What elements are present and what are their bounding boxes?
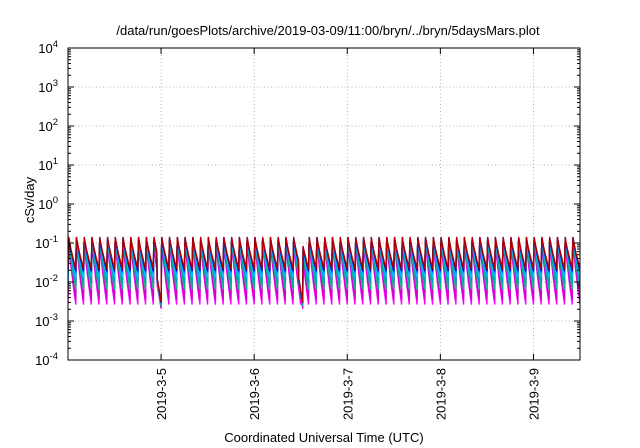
- y-axis: 10-4 10-3 10-2 10-1 100 101 102 103 104: [35, 39, 580, 368]
- series-line-5: [68, 237, 580, 305]
- y-tick-label: 10-3: [35, 312, 58, 329]
- x-axis-label: Coordinated Universal Time (UTC): [224, 430, 423, 445]
- x-tick-label: 2019-3-9: [526, 368, 541, 420]
- series-line-2: [68, 240, 580, 309]
- series-line-6: [68, 237, 580, 304]
- y-tick-label: 104: [38, 39, 58, 56]
- series-line-3: [68, 239, 580, 307]
- series-line-1: [68, 241, 580, 309]
- y-tick-label: 10-2: [35, 273, 58, 290]
- series-line-4: [68, 238, 580, 306]
- series-group: [68, 236, 580, 309]
- x-tick-label: 2019-3-5: [154, 368, 169, 420]
- x-tick-label: 2019-3-6: [247, 368, 262, 420]
- y-tick-label: 102: [38, 117, 58, 134]
- y-tick-label: 103: [38, 78, 58, 95]
- y-axis-label: cSv/day: [22, 176, 37, 223]
- x-axis: 2019-3-5 2019-3-6 2019-3-7 2019-3-8 2019-3-9: [154, 48, 541, 420]
- y-tick-label: 100: [38, 195, 58, 212]
- y-tick-label: 10-4: [35, 351, 58, 368]
- series-line-8: [68, 236, 580, 303]
- y-tick-label: 101: [38, 156, 58, 173]
- x-tick-label: 2019-3-7: [340, 368, 355, 420]
- series-line-7: [68, 236, 580, 304]
- x-tick-label: 2019-3-8: [433, 368, 448, 420]
- grid: [68, 48, 580, 360]
- y-tick-label: 10-1: [35, 234, 58, 251]
- chart-title: /data/run/goesPlots/archive/2019-03-09/1…: [116, 23, 540, 38]
